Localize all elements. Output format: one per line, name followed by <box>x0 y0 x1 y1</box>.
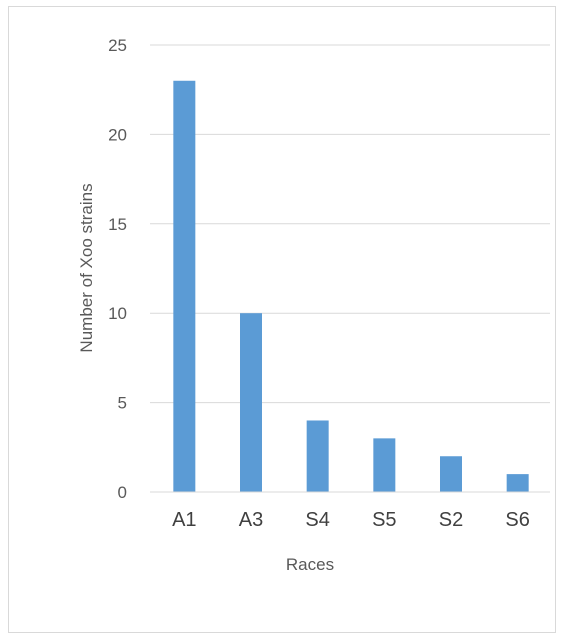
x-axis-ticks: A1 A3 S4 S5 S2 S6 <box>172 509 530 531</box>
bar <box>306 420 329 492</box>
x-tick-label: S5 <box>372 509 396 531</box>
bar <box>440 456 462 492</box>
x-axis-title: Races <box>286 555 334 574</box>
bar <box>373 438 396 492</box>
y-tick-label: 5 <box>118 394 127 413</box>
x-tick-label: S4 <box>305 509 329 531</box>
y-tick-label: 0 <box>118 483 127 502</box>
y-tick-label: 25 <box>108 36 127 55</box>
x-tick-label: S2 <box>439 509 463 531</box>
y-tick-label: 10 <box>108 304 127 323</box>
chart-frame <box>8 6 556 633</box>
bar <box>173 80 196 492</box>
y-tick-label: 15 <box>108 215 127 234</box>
bars <box>173 80 529 492</box>
bar <box>240 313 262 492</box>
x-tick-label: S6 <box>505 509 529 531</box>
y-tick-label: 20 <box>108 125 127 144</box>
gridlines <box>150 44 550 404</box>
y-axis-title: Number of Xoo strains <box>77 183 96 352</box>
x-tick-label: A3 <box>239 509 263 531</box>
x-tick-label: A1 <box>172 509 196 531</box>
bar <box>506 474 529 492</box>
y-axis-ticks: 0 5 10 15 20 25 <box>108 36 127 502</box>
